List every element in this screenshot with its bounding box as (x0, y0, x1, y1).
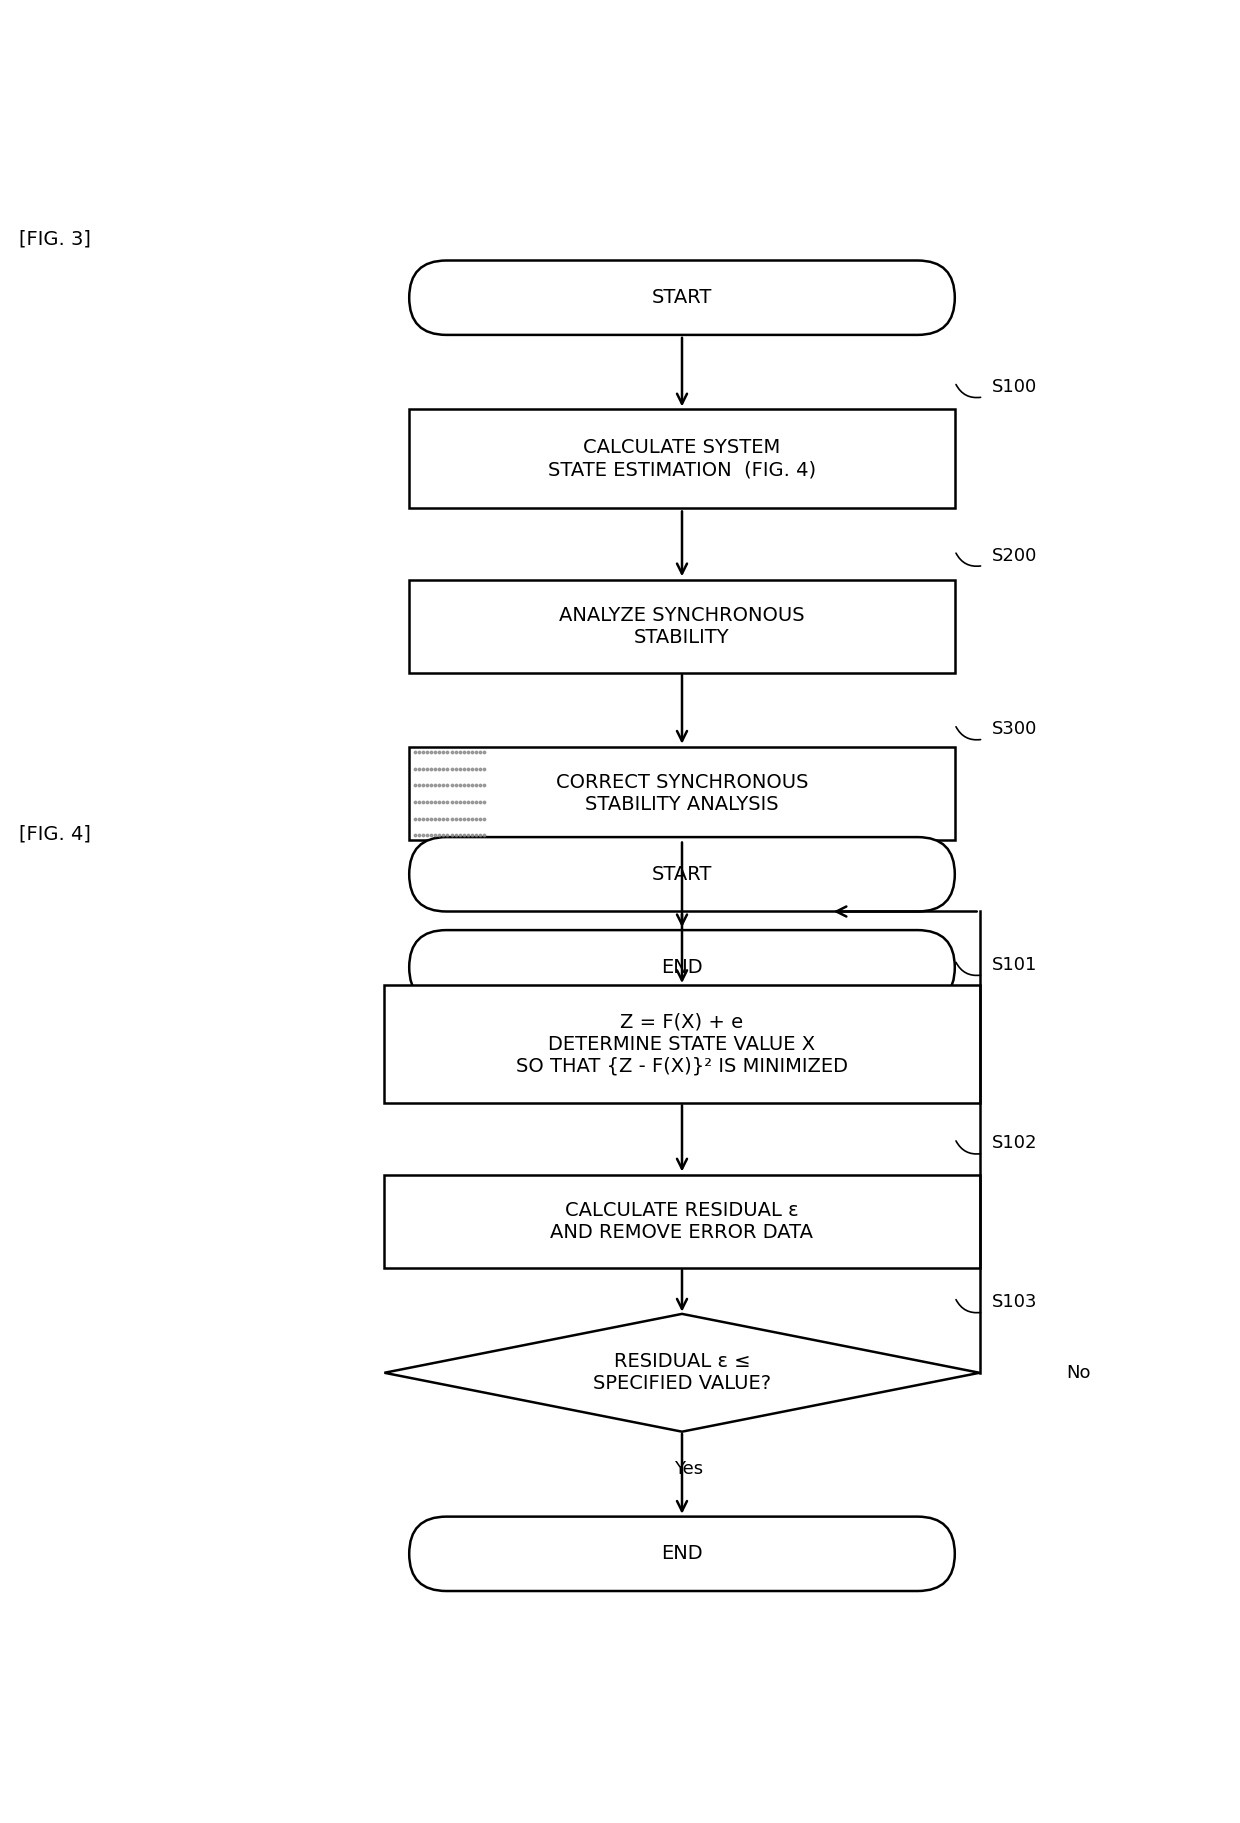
Text: S200: S200 (992, 547, 1038, 565)
Text: START: START (652, 864, 712, 884)
Text: START: START (652, 288, 712, 308)
Bar (384, 1176, 980, 1269)
Bar (409, 410, 955, 509)
Text: CALCULATE SYSTEM
STATE ESTIMATION  (FIG. 4): CALCULATE SYSTEM STATE ESTIMATION (FIG. … (548, 438, 816, 479)
Text: ANALYZE SYNCHRONOUS
STABILITY: ANALYZE SYNCHRONOUS STABILITY (559, 605, 805, 647)
Text: S101: S101 (992, 955, 1038, 973)
Text: No: No (1066, 1364, 1091, 1382)
Text: CORRECT SYNCHRONOUS
STABILITY ANALYSIS: CORRECT SYNCHRONOUS STABILITY ANALYSIS (556, 773, 808, 815)
Text: S100: S100 (992, 377, 1037, 396)
Polygon shape (384, 1314, 980, 1431)
FancyBboxPatch shape (409, 837, 955, 912)
Text: CALCULATE RESIDUAL ε
AND REMOVE ERROR DATA: CALCULATE RESIDUAL ε AND REMOVE ERROR DA… (551, 1201, 813, 1241)
Text: Z = F(X) + e
DETERMINE STATE VALUE X
SO THAT {Z - F(X)}² IS MINIMIZED: Z = F(X) + e DETERMINE STATE VALUE X SO … (516, 1014, 848, 1076)
Text: [FIG. 3]: [FIG. 3] (19, 230, 91, 248)
Text: END: END (661, 957, 703, 977)
Text: END: END (661, 1544, 703, 1564)
Text: S300: S300 (992, 720, 1038, 738)
FancyBboxPatch shape (409, 930, 955, 1004)
FancyBboxPatch shape (409, 261, 955, 335)
Text: S103: S103 (992, 1293, 1038, 1311)
Text: RESIDUAL ε ≤
SPECIFIED VALUE?: RESIDUAL ε ≤ SPECIFIED VALUE? (593, 1353, 771, 1393)
Text: Yes: Yes (673, 1460, 703, 1478)
Text: [FIG. 4]: [FIG. 4] (19, 824, 91, 844)
Bar (384, 984, 980, 1103)
Bar (409, 747, 955, 840)
Bar (409, 580, 955, 673)
Text: S102: S102 (992, 1134, 1038, 1152)
FancyBboxPatch shape (409, 1517, 955, 1591)
